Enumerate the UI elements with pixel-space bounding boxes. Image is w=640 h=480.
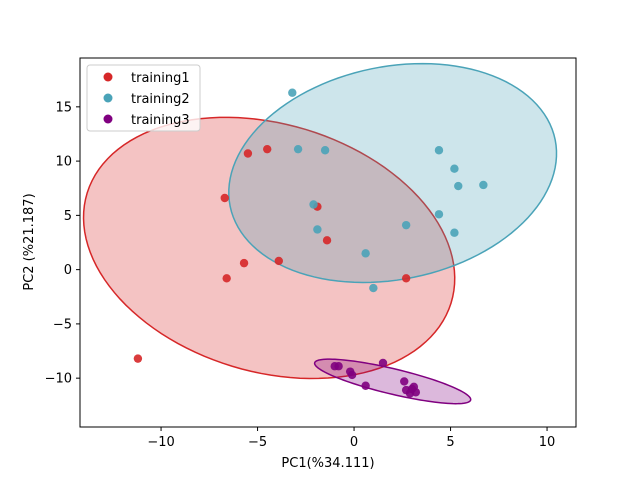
point-training2 bbox=[313, 225, 322, 234]
x-tick-label: −5 bbox=[248, 435, 267, 450]
y-axis-label: PC2 (%21.187) bbox=[22, 193, 37, 290]
point-training2 bbox=[479, 180, 488, 190]
plot-frame bbox=[79, 57, 577, 428]
x-tick-label: 10 bbox=[539, 435, 556, 450]
x-axis-ticks: −10 −5 0 5 10 bbox=[147, 427, 555, 450]
point-training1 bbox=[220, 193, 229, 203]
ellipse-outline-training3 bbox=[313, 358, 472, 405]
legend: training1 training2 training3 bbox=[86, 64, 201, 132]
point-training3 bbox=[400, 377, 409, 386]
point-training1 bbox=[322, 236, 332, 245]
point-training3 bbox=[407, 384, 417, 394]
point-training2 bbox=[450, 228, 459, 237]
x-tick-label: 0 bbox=[350, 435, 358, 450]
y-tick-label: 0 bbox=[64, 263, 72, 278]
point-training1 bbox=[263, 144, 272, 154]
x-axis-label: PC1(%34.111) bbox=[281, 456, 374, 471]
point-training2 bbox=[434, 210, 444, 219]
y-tick-label: 10 bbox=[55, 155, 72, 170]
point-training2 bbox=[288, 88, 297, 97]
legend-label-training3: training3 bbox=[131, 113, 190, 128]
x-tick-label: −10 bbox=[147, 435, 174, 450]
ellipse-outline-training1 bbox=[82, 116, 456, 380]
point-training2 bbox=[454, 181, 463, 191]
point-training2 bbox=[434, 146, 444, 155]
point-training3 bbox=[347, 370, 357, 380]
legend-marker-training3 bbox=[103, 114, 113, 124]
point-training1 bbox=[274, 256, 283, 266]
y-axis-ticks: −10 −5 0 5 10 15 bbox=[45, 100, 80, 387]
point-training2 bbox=[369, 283, 378, 293]
point-training1 bbox=[239, 258, 249, 268]
ellipse-fill-training1 bbox=[83, 117, 455, 379]
point-training1 bbox=[222, 274, 231, 283]
legend-box bbox=[86, 64, 201, 132]
point-training2 bbox=[309, 200, 318, 209]
ellipse-fill-training2 bbox=[228, 63, 557, 283]
point-training2 bbox=[361, 249, 370, 258]
y-tick-label: −5 bbox=[53, 317, 72, 332]
x-tick-label: 5 bbox=[446, 435, 454, 450]
point-training3 bbox=[378, 358, 388, 368]
y-tick-label: 5 bbox=[64, 209, 72, 224]
point-training2 bbox=[401, 220, 411, 230]
y-tick-label: −10 bbox=[45, 372, 72, 387]
point-training2 bbox=[293, 144, 303, 154]
ellipse-outline-training2 bbox=[228, 62, 558, 284]
point-training3 bbox=[361, 381, 370, 390]
point-training3 bbox=[334, 362, 343, 371]
point-training2 bbox=[320, 146, 330, 155]
y-tick-label: 15 bbox=[55, 100, 72, 115]
confidence-ellipses bbox=[82, 62, 558, 405]
data-points bbox=[133, 88, 488, 398]
point-training1 bbox=[401, 274, 411, 283]
point-training1 bbox=[133, 354, 143, 363]
legend-label-training2: training2 bbox=[131, 92, 190, 107]
legend-label-training1: training1 bbox=[131, 71, 190, 86]
legend-marker-training1 bbox=[103, 72, 113, 82]
point-training1 bbox=[243, 149, 253, 158]
legend-marker-training2 bbox=[103, 93, 113, 103]
point-training2 bbox=[450, 164, 459, 173]
